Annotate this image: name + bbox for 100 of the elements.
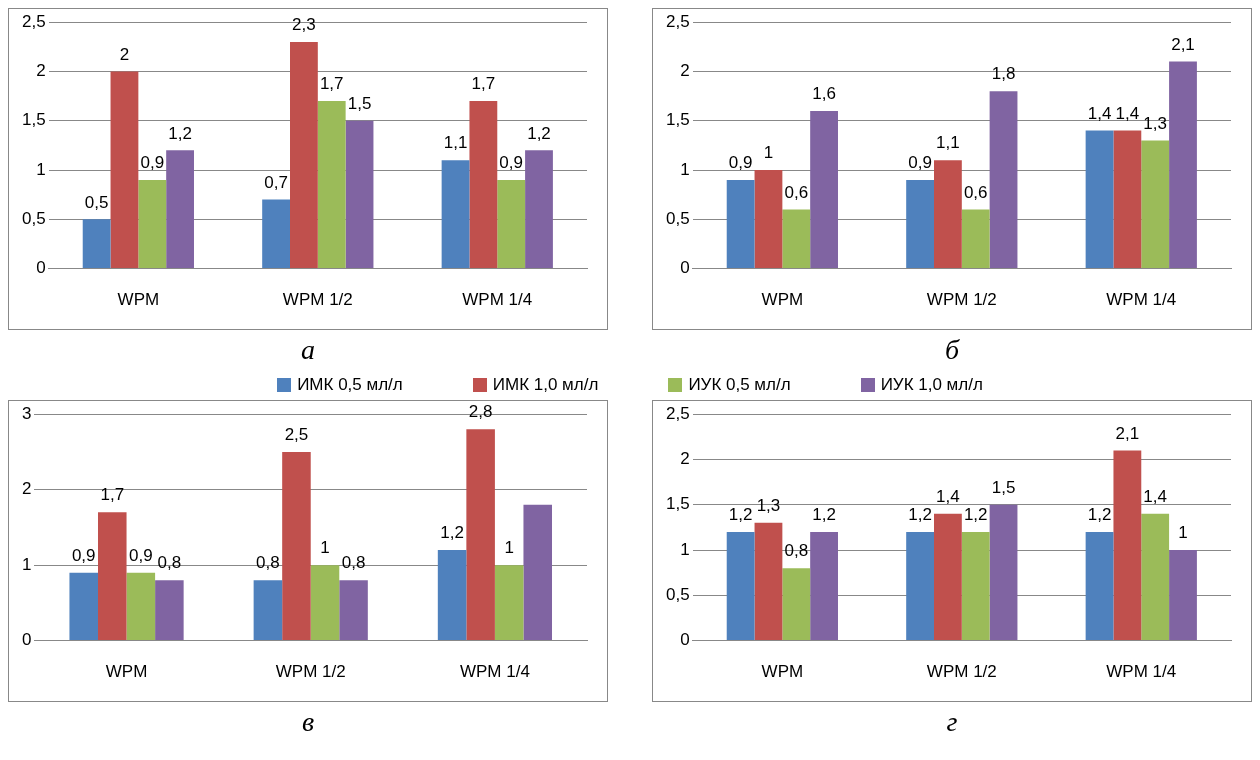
bar (466, 429, 495, 641)
bar (782, 209, 811, 269)
legend-label: ИУК 0,5 мл/л (688, 375, 791, 395)
data-label: 1,4 (1143, 487, 1167, 506)
bar (310, 565, 340, 641)
y-tick-label: 0 (680, 258, 690, 278)
data-label: 1,7 (319, 74, 344, 94)
x-tick-label: WPM (761, 662, 804, 682)
bar (441, 160, 470, 269)
legend-label: ИУК 1,0 мл/л (880, 375, 983, 395)
y-tick-label: 2,5 (665, 11, 690, 31)
bar (1141, 140, 1170, 269)
y-tick-label: 0 (36, 258, 46, 278)
legend-label: ИМК 0,5 мл/л (297, 375, 403, 395)
x-tick-label: WPM 1/4 (459, 662, 530, 682)
bar (726, 531, 755, 641)
data-label: 0,8 (256, 553, 280, 573)
data-label: 1,2 (168, 123, 192, 143)
bar (1113, 130, 1142, 269)
bar (989, 504, 1018, 641)
bar (934, 513, 962, 641)
x-tick-label: WPM 1/4 (1106, 290, 1177, 310)
y-tick-label: 1 (36, 159, 46, 179)
y-tick-label: 1 (21, 554, 32, 574)
bar (110, 71, 139, 269)
data-label: 0,9 (140, 153, 165, 173)
data-label: 0,6 (963, 182, 988, 202)
bar (754, 522, 783, 641)
bar (497, 179, 526, 269)
data-label: 0,9 (499, 153, 523, 173)
bar (523, 504, 553, 641)
data-label: 1 (1178, 523, 1188, 543)
data-label: 0,6 (784, 182, 809, 202)
bar (282, 451, 311, 641)
data-label: 0,9 (71, 545, 96, 565)
y-tick-label: 2,5 (665, 403, 690, 423)
y-tick-label: 1,5 (665, 494, 690, 514)
text: в (301, 705, 315, 739)
data-label: 1 (763, 143, 774, 163)
bar (810, 110, 838, 269)
bar (754, 170, 783, 269)
x-tick-label: WPM 1/2 (282, 290, 353, 310)
bar (1169, 550, 1197, 641)
bar (126, 572, 156, 641)
bar (69, 572, 98, 641)
x-tick-label: WPM 1/2 (926, 662, 997, 682)
x-tick-label: WPM (117, 290, 160, 310)
y-tick-label: 2 (680, 449, 690, 469)
y-tick-label: 0 (21, 630, 32, 650)
bar (437, 550, 467, 641)
data-label: 2,1 (1115, 423, 1140, 443)
bar (961, 209, 990, 269)
bar (1085, 531, 1114, 641)
bar (726, 179, 755, 269)
y-tick-label: 1,5 (665, 110, 690, 130)
legend-label: ИМК 1,0 мл/л (492, 375, 599, 395)
data-label: 0,5 (84, 192, 109, 212)
text: г (946, 705, 958, 739)
data-label: 1,2 (963, 505, 988, 525)
bar (1141, 513, 1170, 641)
data-label: 1,4 (936, 487, 960, 506)
data-label: 2 (119, 44, 130, 64)
data-label: 1,4 (1087, 103, 1112, 123)
data-label: 1,3 (1143, 113, 1167, 133)
data-label: 1 (504, 538, 514, 558)
bar (1113, 450, 1142, 641)
y-tick-label: 1 (680, 159, 690, 179)
bar (317, 101, 346, 269)
y-tick-label: 0 (680, 630, 690, 650)
bar (138, 179, 167, 269)
bar (82, 219, 111, 269)
x-tick-label: WPM 1/4 (1106, 662, 1177, 682)
data-label: 0,8 (157, 553, 182, 573)
bar (906, 531, 934, 641)
y-tick-label: 1 (680, 539, 690, 559)
bar (98, 512, 127, 641)
y-tick-label: 3 (21, 403, 32, 423)
x-tick-label: WPM (105, 662, 148, 682)
data-label: 1,3 (756, 496, 781, 516)
x-tick-label: WPM (761, 290, 804, 310)
data-label: 1,2 (728, 505, 753, 525)
bar (989, 91, 1018, 269)
text: б (944, 333, 960, 367)
bar (934, 160, 962, 269)
data-label: 0,9 (129, 545, 153, 565)
bar (1169, 61, 1197, 269)
bar (262, 199, 290, 269)
data-label: 1,8 (991, 64, 1016, 84)
bar (253, 580, 283, 641)
bar (290, 41, 318, 269)
data-label: 0,7 (264, 172, 288, 192)
bar (525, 150, 553, 269)
text: а (301, 333, 315, 367)
x-tick-label: WPM 1/2 (926, 290, 997, 310)
x-tick-label: WPM 1/4 (462, 290, 533, 310)
data-label: 1 (320, 538, 330, 558)
bar (166, 150, 194, 269)
data-label: 1,4 (1115, 103, 1140, 123)
y-tick-label: 2 (680, 61, 690, 81)
data-label: 1,1 (443, 133, 468, 153)
